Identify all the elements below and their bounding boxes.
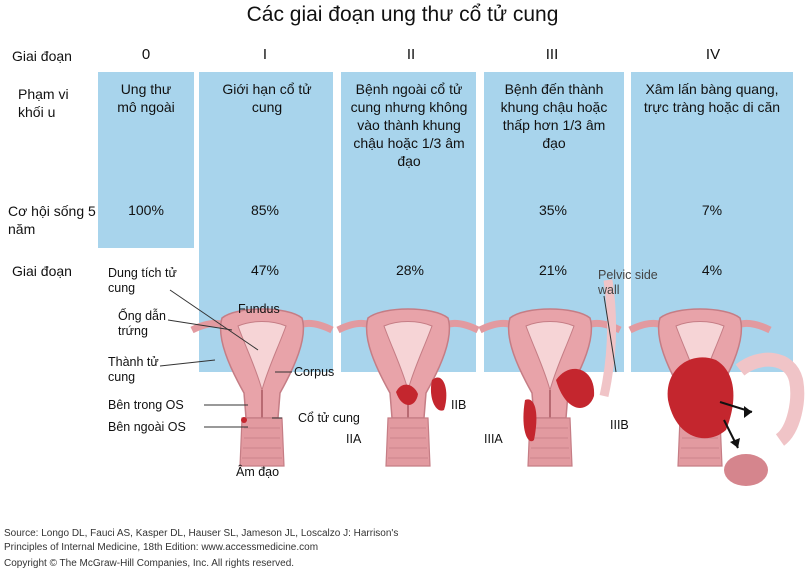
label-IIIB: IIIB — [610, 418, 629, 432]
label-fundus: Fundus — [238, 302, 280, 316]
label-vagina: Âm đạo — [236, 465, 280, 479]
label-corpus: Corpus — [294, 365, 335, 379]
stage-1-percent: 47% — [250, 262, 280, 278]
stage-3-survival: 35% — [538, 202, 568, 218]
page-title: Các giai đoạn ung thư cổ tử cung — [246, 3, 559, 26]
label-uterine-cavity: Dung tích tử cung — [108, 266, 177, 295]
row-label-scope: Phạm vi khối u — [18, 86, 69, 120]
leader-lines — [159, 289, 617, 428]
row-label-survival: Cơ hội sống 5 năm — [8, 203, 96, 237]
label-pelvic-side-wall: Pelvic side wall — [598, 268, 658, 297]
label-IIIA: IIIA — [484, 432, 503, 446]
row-label-stage: Giai đoạn — [12, 48, 72, 64]
stage-4-survival: 7% — [701, 202, 723, 218]
stage-4-number: IV — [705, 46, 721, 63]
label-IIB: IIB — [451, 398, 467, 412]
stage3-tumor-a — [523, 399, 537, 442]
label-uterine-wall: Thành tử cung — [108, 355, 159, 384]
stage0-panel — [98, 72, 194, 248]
label-internal-os: Bên trong OS — [108, 398, 184, 412]
label-IIA: IIA — [346, 432, 362, 446]
source-line-1: Source: Longo DL, Fauci AS, Kasper DL, H… — [4, 528, 399, 539]
stage-2-percent: 28% — [395, 262, 425, 278]
stage-3-scope: Bệnh đến thành khung chậu hoặc thấp hơn … — [500, 81, 608, 151]
stage-0-survival: 100% — [128, 202, 164, 218]
label-external-os: Bên ngoài OS — [108, 420, 186, 434]
stage1-tumor — [396, 384, 418, 405]
stage-1-number: I — [262, 46, 268, 63]
rectum-shape — [735, 352, 805, 446]
stage3-tumor-b — [556, 368, 595, 408]
row-label-stage-percent: Giai đoạn — [12, 263, 72, 279]
stage-3-percent: 21% — [538, 262, 568, 278]
stage-1-scope: Giới hạn cổ tử cung — [222, 81, 312, 115]
stage-2-number: II — [406, 46, 416, 63]
stage2-tumor-b — [430, 377, 447, 411]
source-line-2: Principles of Internal Medicine, 18th Ed… — [4, 542, 319, 553]
stage-1-survival: 85% — [250, 202, 280, 218]
stage0-tumor — [241, 417, 247, 423]
label-cervix: Cổ tử cung — [298, 411, 360, 425]
label-fallopian-tube: Ống dẫn trứng — [118, 309, 166, 338]
stage4-tumor — [667, 357, 734, 439]
bladder-shape — [724, 454, 768, 486]
stage-0-scope: Ung thư mô ngoài — [117, 81, 175, 115]
stage-0-number: 0 — [141, 46, 151, 63]
stage-2-scope: Bệnh ngoài cổ tử cung nhưng không vào th… — [350, 81, 468, 169]
stage0-uterus-diagram — [192, 309, 332, 466]
stage-4-scope: Xâm lấn bàng quang, trực tràng hoặc di c… — [643, 81, 781, 115]
stage-4-percent: 4% — [701, 262, 723, 278]
stage-3-number: III — [545, 46, 559, 63]
copyright: Copyright © The McGraw-Hill Companies, I… — [4, 558, 295, 569]
